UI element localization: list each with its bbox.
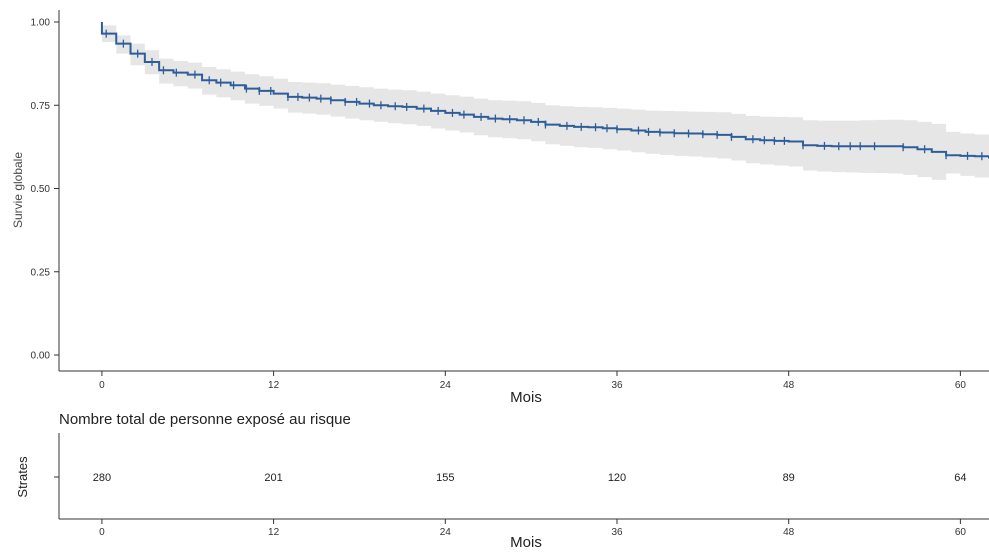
risk-x-tick-label: 0	[99, 527, 105, 538]
y-tick-label: 0.25	[31, 267, 51, 278]
x-tick-label: 24	[440, 380, 452, 391]
risk-strata-label: Strates	[15, 456, 30, 498]
censor-marks-layer	[105, 29, 983, 161]
km-panel: 0.00 0.25 0.50 0.75 1.00 0 12 24 36 48 60 Survie …	[11, 10, 989, 406]
risk-x-ticks-layer: 0 12 24 36 48 60	[99, 519, 966, 538]
risk-x-tick-label: 24	[440, 527, 452, 538]
risk-value: 201	[264, 472, 282, 484]
y-axis-title: Survie globale	[11, 152, 25, 228]
y-tick-label: 0.00	[31, 351, 51, 362]
risk-x-tick-label: 12	[268, 527, 280, 538]
x-tick-label: 12	[268, 380, 280, 391]
survival-curve-layer	[100, 22, 989, 159]
y-tick-label: 0.50	[31, 184, 51, 195]
x-tick-label: 0	[99, 380, 105, 391]
x-tick-label: 60	[955, 380, 967, 391]
risk-x-tick-label: 36	[611, 527, 623, 538]
risk-values-layer: 280 201 155 120 89 64	[93, 472, 967, 484]
y-ticks-layer: 0.00 0.25 0.50 0.75 1.00	[31, 18, 59, 362]
x-tick-label: 48	[783, 380, 795, 391]
risk-table-title: Nombre total de personne exposé au risqu…	[59, 411, 351, 428]
risk-value: 280	[93, 472, 111, 484]
confidence-band	[101, 25, 989, 182]
risk-value: 155	[436, 472, 454, 484]
risk-value: 89	[783, 472, 795, 484]
risk-x-tick-label: 48	[783, 527, 795, 538]
risk-value: 120	[608, 472, 626, 484]
risk-x-tick-label: 60	[955, 527, 967, 538]
survival-curve	[100, 22, 989, 159]
risk-x-axis-title: Mois	[510, 534, 542, 551]
risk-table-panel: Nombre total de personne exposé au risqu…	[15, 411, 989, 551]
y-tick-label: 0.75	[31, 101, 51, 112]
confidence-band-layer	[101, 25, 989, 182]
x-ticks-layer: 0 12 24 36 48 60	[99, 371, 966, 391]
risk-value: 64	[954, 472, 966, 484]
x-tick-label: 36	[611, 380, 623, 391]
y-tick-label: 1.00	[31, 18, 51, 29]
x-axis-title: Mois	[510, 389, 542, 406]
